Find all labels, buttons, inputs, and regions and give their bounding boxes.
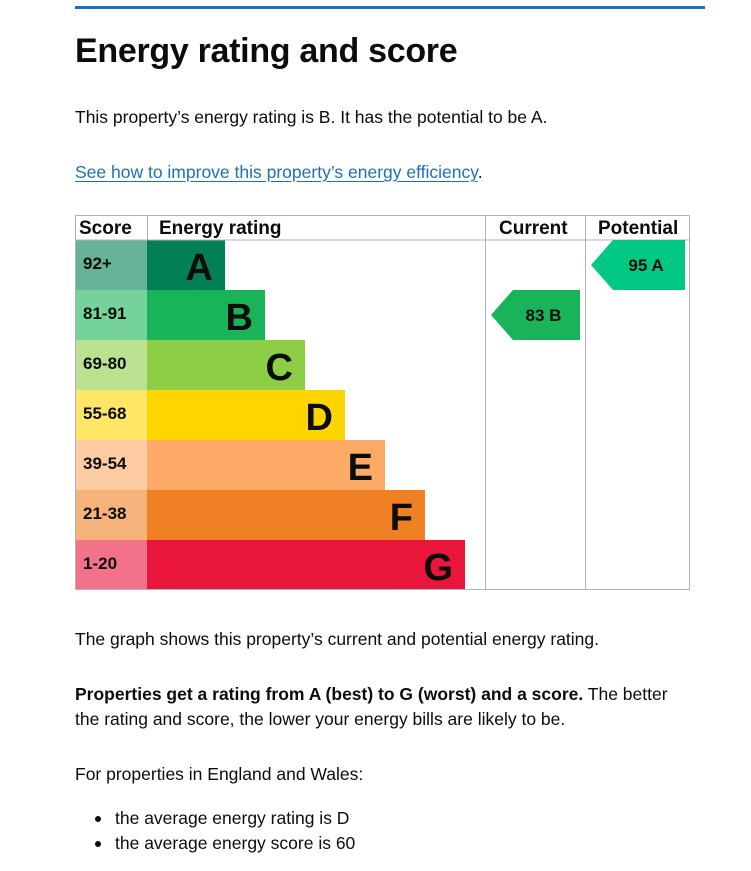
rating-explanation: Properties get a rating from A (best) to… xyxy=(75,682,695,732)
score-range-f: 21-38 xyxy=(83,504,126,523)
improve-paragraph: See how to improve this property’s energ… xyxy=(75,160,695,185)
potential-rating-label: 95 A xyxy=(628,256,663,275)
rating-bar-e xyxy=(147,440,385,490)
average-score-item: the average energy score is 60 xyxy=(75,831,355,856)
energy-rating-graph: Score Energy rating Current Potential 92+ A 81… xyxy=(75,215,690,590)
rating-explanation-bold: Properties get a rating from A (best) to… xyxy=(75,684,584,704)
score-cell-e xyxy=(75,440,147,490)
score-cell-c xyxy=(75,340,147,390)
rating-bar-g xyxy=(147,540,465,590)
score-range-e: 39-54 xyxy=(83,454,127,473)
energy-rating-chart: Score Energy rating Current Potential 92+ A 81… xyxy=(75,215,690,590)
header-current: Current xyxy=(499,218,568,239)
page-title: Energy rating and score xyxy=(75,32,458,70)
rating-bar-b xyxy=(147,290,265,340)
top-divider xyxy=(75,6,705,9)
rating-letter-d: D xyxy=(306,397,333,439)
current-rating-arrow xyxy=(491,290,580,340)
header-energy-rating: Energy rating xyxy=(159,218,281,239)
rating-bar-d xyxy=(147,390,345,440)
rating-letter-g: G xyxy=(423,547,453,589)
score-cell-g xyxy=(75,540,147,590)
rating-explanation-rest: The better the rating and score, the low… xyxy=(75,684,668,729)
rating-letter-e: E xyxy=(348,447,373,489)
rating-letter-f: F xyxy=(390,497,413,539)
average-rating-item: the average energy rating is D xyxy=(75,806,355,831)
rating-bar-a xyxy=(147,240,225,290)
improve-link-suffix: . xyxy=(477,162,483,182)
potential-rating-arrow xyxy=(591,240,685,290)
averages-list: the average energy rating is D the avera… xyxy=(75,806,355,856)
score-cell-a xyxy=(75,240,147,290)
header-potential: Potential xyxy=(598,218,678,239)
rating-letter-a: A xyxy=(186,247,213,289)
rating-bar-f xyxy=(147,490,425,540)
rating-bar-c xyxy=(147,340,305,390)
header-score: Score xyxy=(79,218,132,239)
score-cell-f xyxy=(75,490,147,540)
graph-description: The graph shows this property’s current … xyxy=(75,629,600,649)
rating-letter-c: C xyxy=(266,347,293,389)
score-range-g: 1-20 xyxy=(83,554,117,573)
score-range-a: 92+ xyxy=(83,254,112,273)
score-range-c: 69-80 xyxy=(83,354,126,373)
rating-summary: This property’s energy rating is B. It h… xyxy=(75,107,548,127)
improve-efficiency-link[interactable]: See how to improve this property’s energ… xyxy=(75,162,478,182)
score-cell-b xyxy=(75,290,147,340)
rating-letter-b: B xyxy=(226,297,253,339)
score-range-b: 81-91 xyxy=(83,304,126,323)
averages-intro: For properties in England and Wales: xyxy=(75,764,364,784)
current-rating-label: 83 B xyxy=(526,306,562,325)
chart-border xyxy=(75,215,690,590)
score-cell-d xyxy=(75,390,147,440)
score-range-d: 55-68 xyxy=(83,404,126,423)
